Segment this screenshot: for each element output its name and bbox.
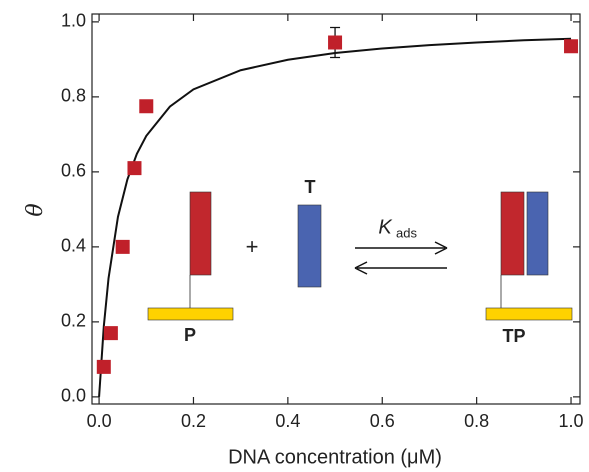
x-tick-label: 0.4 <box>275 411 300 431</box>
target-strand <box>297 204 322 288</box>
y-tick-label: 0.2 <box>61 311 86 331</box>
data-point <box>564 39 579 54</box>
reverse-arrowhead <box>354 261 368 275</box>
data-point <box>103 326 118 341</box>
target-label: T <box>305 177 316 197</box>
data-point <box>96 359 111 374</box>
forward-arrowhead <box>434 241 448 255</box>
x-tick-label: 0.8 <box>464 411 489 431</box>
inset-diagram: P + T K ads TP <box>147 177 573 346</box>
plot-frame <box>91 13 581 405</box>
probe-strand <box>189 191 212 276</box>
constant-label: K <box>378 216 393 238</box>
y-tick-label: 0.6 <box>61 161 86 181</box>
complex-label: TP <box>502 326 525 346</box>
x-tick-label: 0.6 <box>370 411 395 431</box>
probe-surface <box>147 307 234 321</box>
complex-probe-strand <box>500 191 525 276</box>
data-point <box>115 239 130 254</box>
y-tick-label: 0.4 <box>61 236 86 256</box>
y-tick-label: 0.8 <box>61 86 86 106</box>
complex-surface <box>485 307 573 321</box>
data-point <box>127 161 142 176</box>
plus-sign: + <box>246 234 259 259</box>
x-axis-title: DNA concentration (μM) <box>228 446 442 468</box>
fit-curve <box>98 37 572 397</box>
x-tick-label: 1.0 <box>559 411 584 431</box>
constant-subscript: ads <box>396 225 417 240</box>
x-tick-label: 0.2 <box>181 411 206 431</box>
data-point <box>328 35 343 50</box>
probe-label: P <box>184 325 196 345</box>
data-point <box>139 99 154 114</box>
x-tick-label: 0.0 <box>87 411 112 431</box>
y-axis-title: θ <box>23 203 48 216</box>
y-tick-label: 0.0 <box>61 386 86 406</box>
y-tick-label: 1.0 <box>61 11 86 31</box>
complex-target-strand <box>526 191 549 276</box>
